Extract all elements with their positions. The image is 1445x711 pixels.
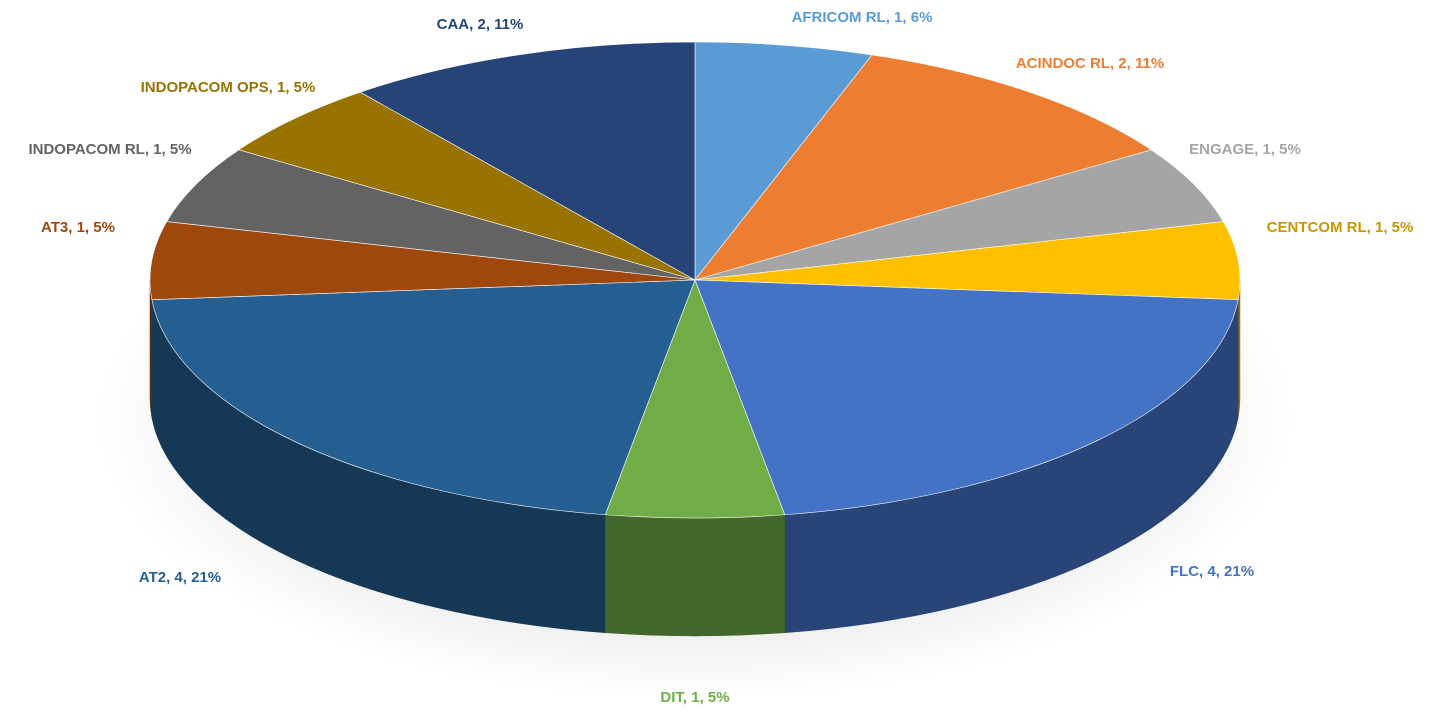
slice-side [605,514,785,637]
data-label: FLC, 4, 21% [1170,563,1254,580]
data-label: CAA, 2, 11% [437,16,524,33]
data-label: CENTCOM RL, 1, 5% [1267,219,1414,236]
slice [694,279,1239,516]
pie-tops [149,41,1241,519]
slice [694,54,1152,281]
slice [694,221,1241,300]
data-label: AT2, 4, 21% [139,569,221,586]
data-label: DIT, 1, 5% [660,689,729,706]
data-label: AFRICOM RL, 1, 6% [792,9,933,26]
data-label: ACINDOC RL, 2, 11% [1016,55,1164,72]
pie-sides [149,279,1241,637]
data-label: INDOPACOM OPS, 1, 5% [141,79,316,96]
slice-side [149,279,153,418]
data-label: AT3, 1, 5% [41,219,115,236]
slice [604,279,786,519]
slice [166,149,696,281]
data-label: ENGAGE, 1, 5% [1189,141,1301,158]
slice [149,221,696,300]
slice-side [1237,279,1241,418]
slice [238,91,696,281]
data-labels: AFRICOM RL, 1, 6% ACINDOC RL, 2, 11% ENGAG… [28,9,1413,706]
slice [359,41,696,281]
data-label: INDOPACOM RL, 1, 5% [28,141,191,158]
slice [151,279,696,516]
slice [694,149,1224,281]
slice [694,41,873,281]
